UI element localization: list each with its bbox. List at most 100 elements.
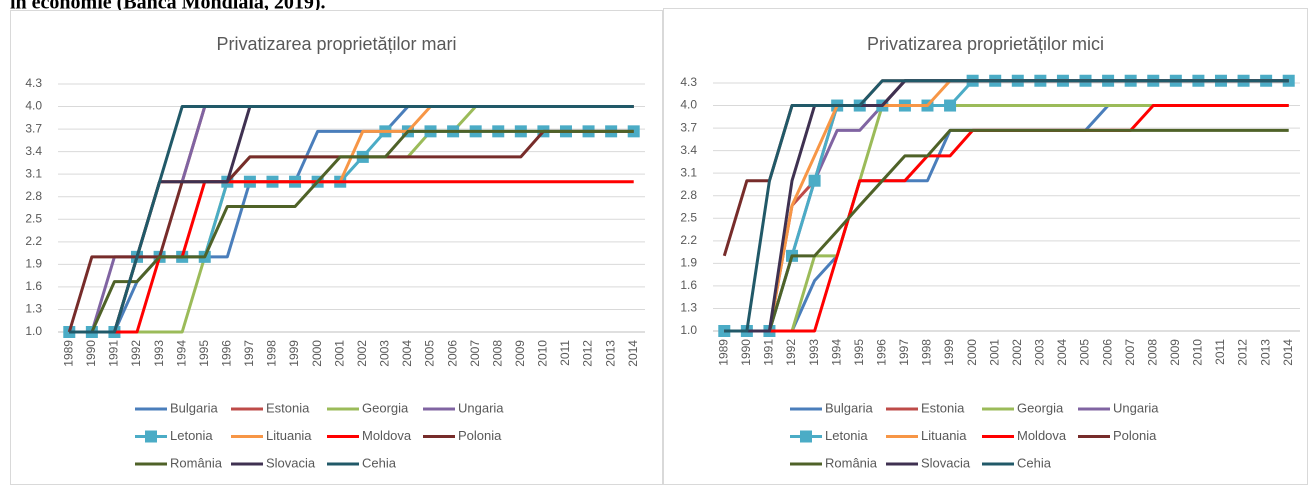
x-tick-label: 2008 bbox=[1145, 339, 1159, 366]
y-tick-label: 4.3 bbox=[680, 75, 697, 89]
x-tick-label: 1998 bbox=[265, 340, 279, 367]
chart-panel bbox=[10, 10, 663, 485]
y-tick-label: 1.0 bbox=[680, 323, 697, 337]
x-tick-label: 1997 bbox=[242, 340, 256, 367]
series-line bbox=[724, 79, 1289, 333]
x-tick-label: 2011 bbox=[1213, 339, 1227, 365]
x-tick-label: 1999 bbox=[287, 340, 301, 367]
legend-label: Slovacia bbox=[266, 455, 316, 470]
y-tick-label: 3.4 bbox=[25, 144, 42, 158]
x-tick-label: 1999 bbox=[942, 339, 956, 366]
x-tick-label: 1998 bbox=[920, 339, 934, 366]
legend-label: Cehia bbox=[362, 455, 397, 470]
y-tick-label: 4.0 bbox=[680, 98, 697, 112]
x-tick-label: 2008 bbox=[490, 340, 504, 367]
chart-title: Privatizarea proprietăților mici bbox=[867, 34, 1104, 54]
x-tick-label: 1994 bbox=[174, 340, 188, 367]
legend-label: Bulgaria bbox=[825, 400, 873, 415]
x-tick-label: 2004 bbox=[400, 340, 414, 367]
x-tick-label: 1996 bbox=[219, 340, 233, 367]
x-tick-label: 2007 bbox=[468, 340, 482, 367]
x-tick-label: 2010 bbox=[1191, 339, 1205, 366]
y-tick-label: 2.8 bbox=[680, 188, 697, 202]
x-tick-label: 1991 bbox=[107, 340, 121, 367]
legend-label: Georgia bbox=[1017, 400, 1064, 415]
legend-label: Lituania bbox=[921, 428, 967, 443]
x-tick-label: 2010 bbox=[536, 340, 550, 367]
x-tick-label: 2012 bbox=[1236, 339, 1250, 366]
y-tick-label: 4.3 bbox=[25, 76, 42, 90]
legend-label: Estonia bbox=[921, 400, 965, 415]
x-tick-label: 2005 bbox=[423, 340, 437, 367]
legend-label: România bbox=[170, 455, 223, 470]
x-tick-label: 1992 bbox=[784, 339, 798, 366]
y-tick-label: 3.7 bbox=[25, 121, 42, 135]
x-tick-label: 2000 bbox=[310, 340, 324, 367]
series-line bbox=[69, 129, 634, 334]
x-tick-label: 2002 bbox=[355, 340, 369, 367]
legend-label: Letonia bbox=[170, 428, 213, 443]
legend-label: Moldova bbox=[362, 428, 412, 443]
point-marker bbox=[944, 99, 957, 112]
x-tick-label: 2007 bbox=[1123, 339, 1137, 366]
x-tick-label: 2012 bbox=[581, 340, 595, 367]
legend-marker bbox=[145, 430, 157, 443]
legend-label: Cehia bbox=[1017, 455, 1052, 470]
y-tick-label: 3.1 bbox=[680, 165, 697, 179]
legend-label: Letonia bbox=[825, 428, 868, 443]
legend-label: Moldova bbox=[1017, 428, 1067, 443]
y-tick-label: 1.6 bbox=[25, 279, 42, 293]
legend-label: Lituania bbox=[266, 428, 312, 443]
x-tick-label: 2011 bbox=[558, 340, 572, 366]
x-tick-label: 1989 bbox=[716, 339, 730, 366]
legend-label: Slovacia bbox=[921, 455, 971, 470]
legend-label: Bulgaria bbox=[170, 400, 218, 415]
point-marker bbox=[808, 174, 821, 187]
y-tick-label: 1.0 bbox=[25, 324, 42, 338]
chart-panel bbox=[663, 8, 1308, 485]
x-tick-label: 2000 bbox=[965, 339, 979, 366]
y-tick-label: 2.2 bbox=[680, 233, 697, 247]
x-tick-label: 1993 bbox=[152, 340, 166, 367]
y-tick-label: 1.9 bbox=[25, 257, 42, 271]
x-tick-label: 1995 bbox=[852, 339, 866, 366]
y-tick-label: 3.7 bbox=[680, 120, 697, 134]
x-tick-label: 2009 bbox=[1168, 339, 1182, 366]
x-tick-label: 2009 bbox=[513, 340, 527, 367]
x-tick-label: 1995 bbox=[197, 340, 211, 367]
x-tick-label: 1989 bbox=[61, 340, 75, 367]
legend-label: Estonia bbox=[266, 400, 310, 415]
y-tick-label: 1.6 bbox=[680, 278, 697, 292]
x-tick-label: 1990 bbox=[739, 339, 753, 366]
x-tick-label: 1994 bbox=[829, 339, 843, 366]
y-tick-label: 3.4 bbox=[680, 143, 697, 157]
x-tick-label: 1990 bbox=[84, 340, 98, 367]
legend-label: Polonia bbox=[458, 428, 502, 443]
x-tick-label: 1996 bbox=[874, 339, 888, 366]
legend-label: Ungaria bbox=[1113, 400, 1159, 415]
legend-label: Polonia bbox=[1113, 428, 1157, 443]
x-tick-label: 2014 bbox=[1281, 339, 1295, 366]
x-tick-label: 2006 bbox=[1100, 339, 1114, 366]
legend-label: Georgia bbox=[362, 400, 409, 415]
y-tick-label: 2.5 bbox=[25, 211, 42, 225]
legend-marker bbox=[800, 430, 812, 443]
y-tick-label: 2.5 bbox=[680, 210, 697, 224]
y-tick-label: 3.1 bbox=[25, 166, 42, 180]
y-tick-label: 1.3 bbox=[680, 301, 697, 315]
x-tick-label: 2013 bbox=[603, 340, 617, 367]
y-tick-label: 1.9 bbox=[680, 256, 697, 270]
y-tick-label: 2.8 bbox=[25, 189, 42, 203]
legend-label: România bbox=[825, 455, 878, 470]
chart-title: Privatizarea proprietăților mari bbox=[216, 34, 456, 54]
x-tick-label: 2003 bbox=[378, 340, 392, 367]
x-tick-label: 2013 bbox=[1258, 339, 1272, 366]
y-tick-label: 1.3 bbox=[25, 302, 42, 316]
x-tick-label: 2003 bbox=[1033, 339, 1047, 366]
x-tick-label: 1991 bbox=[762, 339, 776, 366]
x-tick-label: 2004 bbox=[1055, 339, 1069, 366]
x-tick-label: 2001 bbox=[332, 340, 346, 367]
x-tick-label: 1992 bbox=[129, 340, 143, 367]
legend-label: Ungaria bbox=[458, 400, 504, 415]
x-tick-label: 2014 bbox=[626, 340, 640, 367]
